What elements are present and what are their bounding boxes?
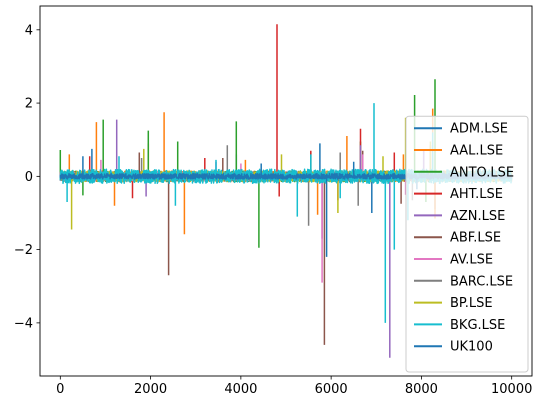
legend-label: BARC.LSE (450, 274, 513, 289)
legend-label: ADM.LSE (450, 122, 508, 137)
legend-box (405, 115, 529, 373)
legend-label: AV.LSE (450, 253, 493, 268)
x-tick-label: 2000 (134, 382, 167, 397)
axes-frame (39, 5, 533, 377)
legend-label: BKG.LSE (450, 318, 505, 333)
series-line-uk100 (59, 156, 513, 257)
x-tick-label: 8000 (405, 382, 438, 397)
y-axis: −4 −2 0 2 4 (14, 23, 40, 331)
y-tick-label: −4 (14, 316, 33, 331)
legend-label: AZN.LSE (450, 209, 505, 224)
legend-label: ANTO.LSE (450, 165, 514, 180)
x-axis: 0 2000 4000 6000 8000 10000 (56, 376, 532, 397)
x-tick-label: 6000 (315, 382, 348, 397)
y-tick-label: −2 (14, 243, 33, 258)
legend-label: AAL.LSE (450, 144, 503, 159)
legend: ADM.LSE AAL.LSE ANTO.LSE AHT.LSE AZN.LSE ABF.… (405, 115, 529, 373)
x-tick-label: 10000 (491, 382, 532, 397)
x-tick-label: 4000 (224, 382, 257, 397)
y-tick-label: 4 (25, 23, 33, 38)
y-tick-label: 0 (25, 170, 33, 185)
legend-label: UK100 (450, 340, 493, 355)
legend-label: BP.LSE (450, 296, 493, 311)
y-tick-label: 2 (25, 97, 33, 112)
x-tick-label: 0 (56, 382, 64, 397)
legend-label: ABF.LSE (450, 231, 501, 246)
legend-label: AHT.LSE (450, 187, 503, 202)
